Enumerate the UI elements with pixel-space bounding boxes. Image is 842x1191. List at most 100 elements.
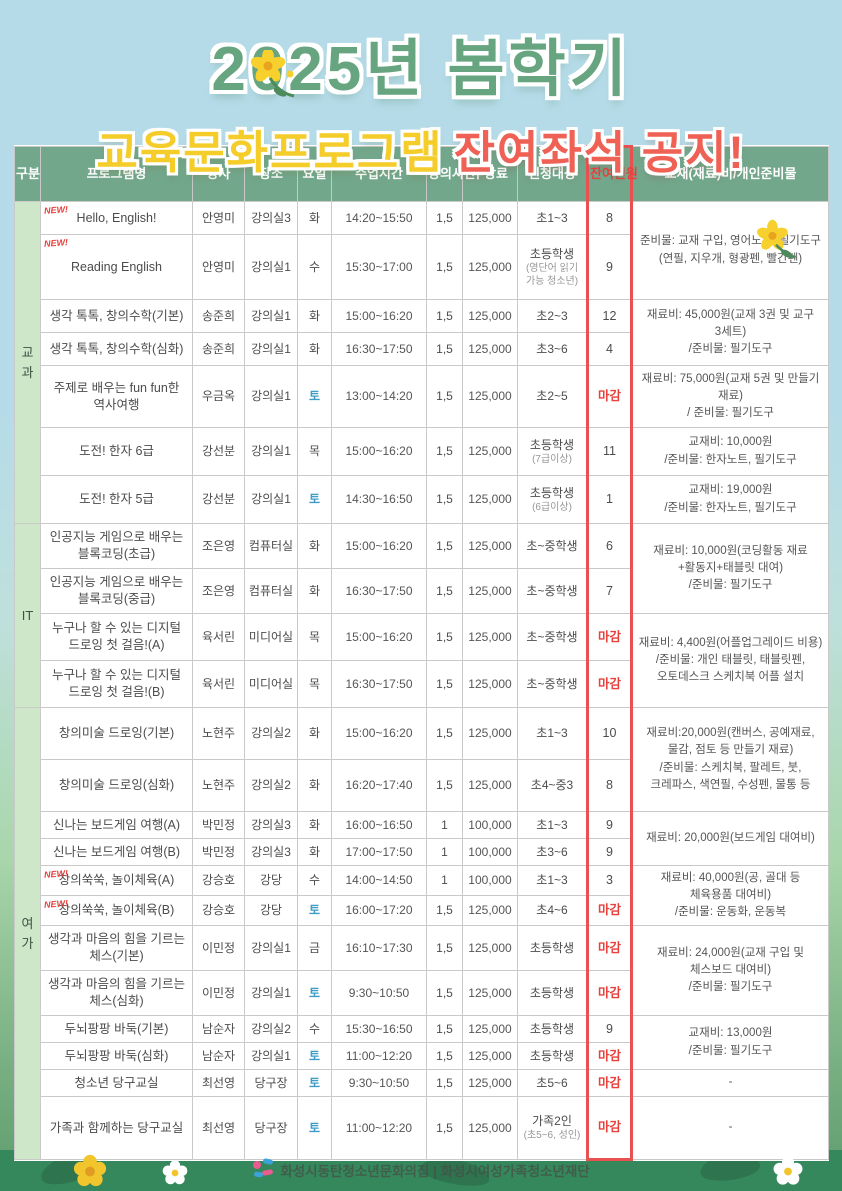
fee-cell: 125,000 [462,613,518,661]
remaining-cell: 8 [586,759,633,812]
fee-cell: 125,000 [462,475,518,524]
target-cell: 초2~5 [517,365,588,428]
col-header-instructor: 강사 [192,146,245,202]
col-header-target: 신청대상 [517,146,588,202]
remaining-cell: 마감 [586,365,633,428]
materials-cell: 재료비: 10,000원(코딩활동 재료+활동지+태블릿 대여) /준비물: 필… [631,523,829,614]
room-cell: 강의실1 [244,475,298,524]
table-row: 생각과 마음의 힘을 기르는 체스(기본) 이민정 강의실1 금 16:10~17:30… [15,925,829,1016]
day-cell: 수 [297,1015,332,1043]
room-cell: 강당 [244,895,298,926]
hours-cell: 1,5 [426,613,463,661]
time-cell: 16:30~17:50 [331,332,427,366]
table-row: 생각 톡톡, 창의수학(기본) 송준희 강의실1 화 15:00~16:20 1,5 125… [15,299,829,366]
program-name-cell: 가족과 함께하는 당구교실 [40,1096,193,1160]
instructor-cell: 박민정 [192,838,245,866]
materials-cell: 재료비: 45,000원(교재 3권 및 교구 3세트) /준비물: 필기도구 [631,299,829,366]
materials-cell: 준비물: 교재 구입, 영어노트, 필기도구(연필, 지우개, 형광펜, 빨간펜… [631,201,829,300]
day-cell: 화 [297,707,332,760]
room-cell: 강의실1 [244,427,298,476]
table-header-row: 구분 프로그램명 강사 장소 요일 수업시간 강의시간 수강료 신청대상 잔여인… [14,145,829,202]
instructor-cell: 송준희 [192,299,245,333]
materials-cell: 재료비:20,000원(캔버스, 공예재료, 물감, 점토 등 만들기 재료) … [631,707,829,812]
room-cell: 강당 [244,865,298,896]
new-badge: NEW! [43,237,69,249]
time-cell: 14:20~15:50 [331,201,427,235]
program-name-cell: 두뇌팡팡 바둑(기본) [40,1015,193,1043]
room-cell: 강의실3 [244,811,298,839]
hours-cell: 1 [426,865,463,896]
table-row: IT 인공지능 게임으로 배우는 블록코딩(초급) 조은영 컴퓨터실 화 15:00~16… [14,523,829,708]
room-cell: 강의실1 [244,365,298,428]
instructor-cell: 노현주 [192,707,245,760]
room-cell: 컴퓨터실 [244,523,298,569]
hours-cell: 1,5 [426,660,463,708]
table-row: 누구나 할 수 있는 디지털 드로잉 첫 걸음!(A) 육서린 미디어실 목 15:00… [15,613,829,708]
program-name-text: 창의쑥쑥, 놀이체육(B) [58,903,175,918]
hours-cell: 1,5 [426,970,463,1016]
program-name-text: 신나는 보드게임 여행(A) [52,817,181,832]
program-name-text: 신나는 보드게임 여행(B) [52,844,181,859]
materials-cell: - [631,1069,829,1097]
program-name-text: 주제로 배우는 fun fun한 역사여행 [53,380,180,412]
hours-cell: 1,5 [426,299,463,333]
materials-cell: 재료비: 75,000원(교재 5권 및 만들기 재료) / 준비물: 필기도구 [631,365,829,428]
program-name-text: 인공지능 게임으로 배우는 블록코딩(초급) [49,530,184,561]
program-table-body: 교과 NEW! Hello, English! 안영미 강의실3 화 14:20~15:50… [14,201,829,1161]
table-row: 도전! 한자 5급 강선분 강의실1 토 14:30~16:50 1,5 125,000 초등… [15,475,829,524]
program-name-cell: 생각과 마음의 힘을 기르는 체스(심화) [40,970,193,1016]
fee-cell: 100,000 [462,838,518,866]
col-header-program: 프로그램명 [40,146,193,202]
room-cell: 강의실2 [244,707,298,760]
fee-cell: 125,000 [462,1096,518,1160]
footer-flower-icon [73,1154,107,1187]
fee-cell: 125,000 [462,1015,518,1043]
target-cell: 초4~6 [517,895,588,926]
col-header-hours: 강의시간 [426,146,476,202]
room-cell: 미디어실 [244,613,298,661]
instructor-cell: 강승호 [192,865,245,896]
instructor-cell: 남순자 [192,1015,245,1043]
room-cell: 강의실2 [244,1015,298,1043]
target-cell: 가족2인 (초5~6, 성인) [517,1096,588,1160]
program-name-cell: NEW! 창의쑥쑥, 놀이체육(A) [40,865,193,896]
room-cell: 강의실1 [244,332,298,366]
title-program-label: 교육문화프로그램 [96,127,444,178]
day-cell: 화 [297,838,332,866]
day-cell: 화 [297,759,332,812]
room-cell: 강의실1 [244,234,298,300]
fee-cell: 125,000 [462,895,518,926]
time-cell: 15:00~16:20 [331,707,427,760]
remaining-cell: 9 [586,838,633,866]
program-name-text: 생각과 마음의 힘을 기르는 체스(기본) [48,932,185,963]
instructor-cell: 최선영 [192,1096,245,1160]
room-cell: 당구장 [244,1096,298,1160]
fee-cell: 125,000 [462,201,518,235]
remaining-cell: 3 [586,865,633,896]
program-name-text: 가족과 함께하는 당구교실 [49,1120,184,1135]
col-header-remaining: 잔여인원 [586,145,638,202]
hours-cell: 1,5 [426,707,463,760]
remaining-cell: 9 [586,1015,633,1043]
day-cell: 목 [297,660,332,708]
day-cell: 목 [297,427,332,476]
table-row: 생각과 마음의 힘을 기르는 체스(심화) 이민정 강의실1 토 9:30~10:50 1… [15,970,829,1016]
instructor-cell: 남순자 [192,1042,245,1070]
target-sub-text: (6급이상) [532,501,572,513]
time-cell: 14:30~16:50 [331,475,427,524]
table-row: NEW! 창의쑥쑥, 놀이체육(A) 강승호 강당 수 14:00~14:50 1 100,0… [15,865,829,926]
target-cell: 초등학생 [517,925,588,971]
program-name-cell: 청소년 당구교실 [40,1069,193,1097]
target-cell: 초1~3 [517,201,588,235]
program-name-text: 청소년 당구교실 [74,1075,159,1090]
day-cell: 토 [297,475,332,524]
day-cell: 화 [297,299,332,333]
category-cell: IT [14,523,41,708]
category-cell: 여가 [14,707,41,1160]
program-name-cell: 창의미술 드로잉(기본) [40,707,193,760]
materials-cell: - [631,1096,829,1160]
remaining-cell: 1 [586,475,633,524]
time-cell: 16:30~17:50 [331,568,427,614]
program-name-cell: 주제로 배우는 fun fun한 역사여행 [40,365,193,428]
target-cell: 초등학생 (영단어 읽기 가능 청소년) [517,234,588,300]
